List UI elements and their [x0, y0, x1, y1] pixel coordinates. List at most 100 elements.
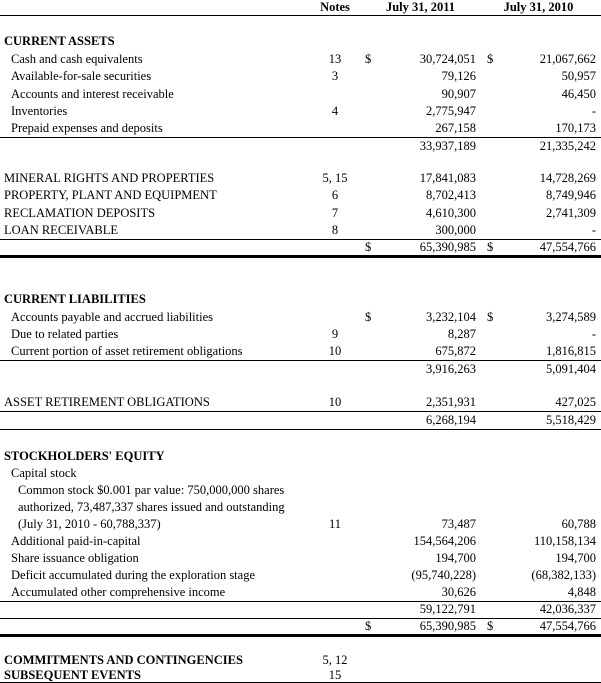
row-notes: 10	[305, 394, 365, 412]
row-label	[0, 601, 305, 619]
row-value-2011: 2,351,931	[379, 394, 476, 412]
row-notes	[305, 567, 365, 584]
row-value-2010: 47,554,766	[500, 239, 601, 258]
row-currency-2010	[476, 652, 500, 669]
row-value-2011: 30,626	[379, 584, 476, 602]
table-row: 6,268,194 5,518,429	[0, 411, 601, 430]
row-currency-2010	[476, 516, 500, 533]
row-currency-2011	[365, 138, 379, 156]
table-row: STOCKHOLDERS' EQUITY	[0, 448, 601, 465]
spacer-row	[0, 15, 601, 33]
row-value-2011: (95,740,228)	[411, 568, 476, 583]
row-notes	[305, 618, 365, 637]
row-currency-2011	[365, 103, 379, 121]
row-value-2011: 194,700	[435, 551, 476, 566]
row-value-2010: 5,518,429	[500, 411, 601, 430]
table-row: Due to related parties 9 8,287 -	[0, 326, 601, 344]
row-value-2010	[500, 291, 601, 308]
spacer-cell	[0, 429, 601, 448]
table-row: CURRENT LIABILITIES	[0, 291, 601, 308]
table-row: PROPERTY, PLANT AND EQUIPMENT 6 8,702,413 8…	[0, 187, 601, 205]
row-label: STOCKHOLDERS' EQUITY	[4, 449, 165, 464]
row-notes	[305, 550, 365, 567]
row-value-2011: 73,487	[441, 517, 476, 532]
row-currency-2010	[476, 584, 500, 602]
row-currency-2011	[365, 601, 379, 619]
row-notes: 7	[331, 205, 339, 220]
row-value-2011: 6,268,194	[379, 411, 476, 430]
row-notes	[305, 239, 365, 258]
table-row: Cash and cash equivalents 13 $30,724,051 $2…	[0, 50, 601, 68]
row-value-2011: 33,937,189	[419, 139, 476, 154]
row-value-2010: 14,728,269	[539, 170, 596, 185]
row-currency-2011	[365, 567, 379, 584]
row-label: Deficit accumulated during the explorati…	[11, 568, 256, 583]
row-label: authorized, 73,487,337 shares issued and…	[18, 500, 285, 515]
column-header-empty	[0, 0, 305, 16]
row-value-2010: 8,749,946	[546, 188, 596, 202]
row-label: Accounts and interest receivable	[11, 86, 174, 101]
row-label	[0, 138, 305, 156]
column-header-2011: July 31, 2011	[365, 0, 476, 16]
row-value-2011	[379, 465, 476, 482]
row-notes	[305, 120, 365, 138]
row-label: Inventories	[11, 104, 68, 118]
row-notes	[305, 85, 365, 103]
row-currency-2010	[476, 326, 500, 344]
row-currency-2010: $	[487, 51, 494, 66]
row-value-2011	[379, 499, 476, 516]
row-currency-2011: $	[365, 309, 372, 324]
row-value-2010	[500, 669, 601, 683]
row-currency-2011	[365, 482, 379, 499]
table-row: 59,122,791 42,036,337	[0, 601, 601, 619]
row-label: CURRENT ASSETS	[4, 34, 115, 49]
row-currency-2010	[476, 291, 500, 308]
row-currency-2010	[476, 204, 500, 222]
row-currency-2010	[476, 465, 500, 482]
table-row: Accounts payable and accrued liabilities…	[0, 308, 601, 326]
row-currency-2010	[476, 33, 500, 50]
row-value-2010: 50,957	[561, 69, 596, 83]
row-currency-2011	[365, 465, 379, 482]
row-notes	[305, 308, 365, 326]
row-value-2010: 110,158,134	[533, 534, 596, 549]
row-value-2011: 90,907	[441, 86, 476, 101]
row-currency-2010	[476, 533, 500, 550]
row-label: PROPERTY, PLANT AND EQUIPMENT	[4, 188, 217, 202]
row-currency-2011	[365, 411, 379, 430]
row-value-2011: 17,841,083	[419, 170, 476, 185]
row-value-2011	[379, 33, 476, 50]
table-row: COMMITMENTS AND CONTINGENCIES 5, 12	[0, 652, 601, 669]
table-row: Inventories 4 2,775,947 -	[0, 103, 601, 121]
row-label: Cash and cash equivalents	[11, 51, 143, 66]
row-notes	[305, 499, 365, 516]
row-notes	[305, 411, 365, 430]
row-currency-2010	[476, 499, 500, 516]
row-currency-2011	[365, 291, 379, 308]
row-currency-2010	[476, 138, 500, 156]
row-value-2011: 675,872	[379, 343, 476, 361]
row-currency-2011: $	[365, 239, 379, 258]
row-label: COMMITMENTS AND CONTINGENCIES	[4, 652, 243, 667]
spacer-row	[0, 256, 601, 291]
spacer-cell	[0, 256, 601, 291]
table-row: CURRENT ASSETS	[0, 33, 601, 50]
row-notes: 5, 15	[322, 170, 348, 185]
row-notes: 13	[328, 51, 342, 66]
row-value-2010	[500, 652, 601, 669]
row-currency-2011	[365, 669, 379, 683]
row-notes	[305, 584, 365, 602]
row-value-2010: 3,274,589	[546, 309, 596, 324]
row-currency-2011	[365, 169, 379, 187]
row-value-2011: 154,564,206	[413, 534, 477, 549]
row-value-2010	[500, 465, 601, 482]
row-value-2010: (68,382,133)	[531, 568, 596, 583]
row-value-2011: 65,390,985	[379, 239, 476, 258]
row-value-2011	[379, 669, 476, 683]
row-value-2011: 30,724,051	[419, 51, 476, 66]
column-header-notes: Notes	[305, 0, 365, 16]
table-row: ASSET RETIREMENT OBLIGATIONS 10 2,351,931 4…	[0, 394, 601, 412]
row-label: Current portion of asset retirement obli…	[0, 343, 305, 361]
